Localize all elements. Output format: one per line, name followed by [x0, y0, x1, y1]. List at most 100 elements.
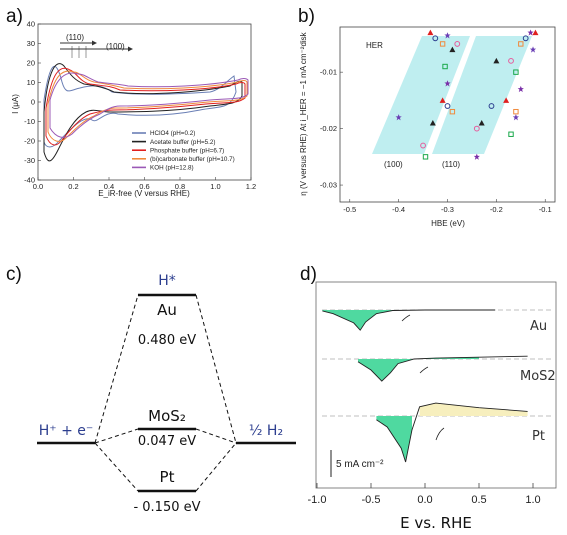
panel-b-x-label: HBE (eV) — [431, 219, 465, 228]
data-point — [513, 108, 519, 115]
curve-label-mos2: MoS2 — [520, 369, 556, 384]
data-point — [473, 153, 480, 160]
data-point — [444, 103, 451, 109]
right-label: ½ H₂ — [249, 423, 283, 439]
panel-b-letter: b) — [298, 6, 315, 27]
legend-entry: Phosphate buffer (pH=6.7) — [150, 147, 224, 154]
curve-acetate — [43, 63, 243, 162]
y-tick-label: 20 — [27, 59, 35, 68]
level-label-mos2: MoS₂ — [148, 407, 186, 425]
scale-bar-label: 5 mA cm⁻² — [336, 459, 384, 470]
data-point — [512, 114, 520, 121]
panel-b-band-100 — [372, 36, 470, 154]
panel-a-arrowhead-110 — [92, 40, 97, 46]
data-point — [508, 57, 514, 64]
panel-b-annotation-her: HER — [366, 41, 383, 50]
sweep-arrow-mos2 — [419, 366, 429, 374]
data-point — [532, 29, 539, 36]
y-tick-label: -0.01 — [320, 68, 337, 77]
curve-fill-cathodic — [376, 416, 412, 462]
panel-a-arrowhead-100 — [128, 46, 133, 52]
level-value-au: 0.480 eV — [138, 333, 196, 348]
panel-b-points — [395, 29, 539, 160]
x-tick-label: 0.6 — [139, 182, 149, 191]
panel-d-curves — [322, 309, 528, 463]
curve-fill-cathodic — [322, 310, 496, 331]
data-point — [488, 103, 495, 109]
data-point — [529, 46, 537, 53]
data-point — [473, 125, 480, 132]
data-point — [478, 119, 485, 126]
x-tick-label: 1.0 — [210, 182, 220, 191]
data-point — [493, 57, 500, 64]
panel-a-y-ticks: -40 -30 -20 -10 0 10 20 30 40 — [24, 20, 41, 185]
y-tick-label: -0.03 — [320, 181, 337, 190]
curve-fill-cathodic — [358, 357, 479, 382]
y-tick-label: -0.02 — [320, 124, 337, 133]
panel-c: H* Au 0.480 eV MoS₂ 0.047 eV Pt - 0.150 … — [37, 273, 296, 515]
curve-carbonate — [47, 70, 248, 142]
data-point — [439, 97, 446, 103]
y-tick-label: 0 — [31, 98, 35, 107]
panel-a-letter: a) — [6, 6, 23, 27]
curve-fill-anodic — [419, 403, 528, 416]
x-tick-label: 0.0 — [417, 494, 432, 506]
data-point — [503, 97, 510, 103]
curve-koh — [49, 72, 249, 138]
panel-d-frame — [315, 281, 557, 489]
x-tick-label: 0.8 — [175, 182, 185, 191]
panel-b-band-110 — [432, 36, 532, 154]
x-tick-label: -1.0 — [308, 494, 327, 506]
panel-b: -0.01 -0.02 -0.03 -0.5 -0.4 -0.3 -0.2 -0.1 η (… — [299, 26, 556, 228]
level-label-au: Au — [157, 301, 177, 319]
curve-phosphate — [45, 67, 246, 146]
panel-a-annotation-110: (110) — [66, 33, 84, 42]
data-point — [442, 63, 448, 70]
data-point — [395, 114, 402, 121]
panel-d-x-label: E vs. RHE — [400, 514, 472, 532]
panel-a-annotation-100: (100) — [106, 42, 125, 51]
data-point — [527, 29, 534, 36]
left-label: H⁺ + e⁻ — [39, 423, 94, 439]
level-value-mos2: 0.047 eV — [138, 434, 196, 449]
state-label-hstar: H* — [158, 273, 176, 289]
y-tick-label: 40 — [27, 20, 35, 29]
x-tick-label: 0.0 — [33, 182, 43, 191]
data-point — [420, 142, 426, 149]
x-tick-label: -0.5 — [362, 494, 381, 506]
y-tick-label: -10 — [24, 117, 35, 126]
x-tick-label: -0.2 — [490, 205, 503, 214]
curve-au — [322, 309, 496, 331]
curve-label-au: Au — [530, 319, 547, 334]
legend-entry: HClO4 (pH=0.2) — [150, 130, 195, 137]
sweep-arrow-pt — [435, 427, 445, 441]
panel-c-connectors — [94, 294, 237, 492]
curve-mos2 — [357, 355, 528, 382]
panel-b-annotation-100: (100) — [384, 160, 403, 169]
data-point — [422, 154, 429, 160]
sweep-arrow-au — [401, 314, 411, 322]
data-point — [427, 29, 434, 36]
legend-entry: Acetate buffer (pH=5.2) — [150, 139, 216, 146]
data-point — [449, 108, 456, 115]
panel-c-letter: c) — [6, 264, 22, 285]
x-tick-label: 1.0 — [525, 494, 540, 506]
data-point — [454, 41, 461, 47]
panel-a-y-label: I (μA) — [11, 94, 20, 114]
x-tick-label: 0.2 — [68, 182, 78, 191]
x-tick-label: 0.5 — [471, 494, 486, 506]
data-point — [518, 41, 524, 47]
data-point — [439, 41, 446, 47]
panel-a-cv-curves — [43, 63, 249, 162]
x-tick-label: -0.4 — [392, 205, 405, 214]
curve-label-pt: Pt — [532, 429, 545, 444]
y-tick-label: -40 — [24, 176, 35, 185]
data-point — [449, 46, 456, 53]
x-tick-label: 1.2 — [246, 182, 256, 191]
x-tick-label: -0.5 — [343, 205, 356, 214]
x-tick-label: -0.3 — [441, 205, 454, 214]
curve-pt — [376, 402, 528, 463]
panel-a-x-ticks: 0.0 0.2 0.4 0.6 0.8 1.0 1.2 — [33, 177, 256, 191]
panel-b-annotation-110: (110) — [442, 160, 460, 169]
